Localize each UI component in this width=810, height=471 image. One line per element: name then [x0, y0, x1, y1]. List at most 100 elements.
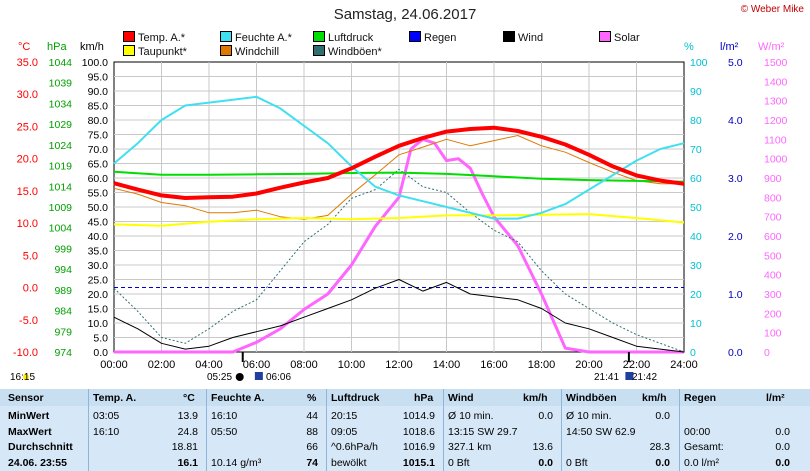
chart-title: Samstag, 24.06.2017 — [333, 6, 477, 23]
th-rain-unit: l/m² — [766, 392, 785, 404]
table-cell: bewölkt — [331, 456, 367, 469]
y-tick-label-press: 1019 — [49, 161, 73, 173]
axis-header-temp: °C — [18, 41, 31, 53]
table-cell: 0.0 — [538, 410, 553, 422]
table-cell: 327.1 km — [448, 441, 492, 453]
y-tick-label-wind: 95.0 — [88, 72, 109, 84]
table-cell: 74 — [306, 456, 318, 469]
moon-phase-icon — [254, 372, 263, 380]
legend-label: Feuchte A.* — [235, 32, 292, 44]
y-tick-label-press: 1024 — [49, 140, 73, 152]
series-line-wind — [113, 279, 685, 353]
y-tick-label-hum: 0 — [690, 347, 696, 359]
th-gusts-unit: km/h — [642, 392, 667, 404]
th-humidity: Feuchte A. — [211, 392, 265, 404]
table-row-label: MinWert — [8, 410, 50, 422]
table-cell: 28.3 — [649, 441, 670, 453]
y-tick-label-press: 999 — [54, 243, 72, 255]
table-cell: 66 — [306, 441, 318, 453]
y-tick-label-hum: 100 — [690, 57, 708, 69]
legend-label: Luftdruck — [328, 32, 374, 44]
moon-phase-icon — [625, 372, 634, 380]
table-cell: 13:15 SW 29.7 — [448, 425, 518, 438]
y-tick-label-solar: 1200 — [764, 115, 788, 127]
x-tick-label: 08:00 — [290, 359, 318, 371]
legend-wind: Wind — [503, 31, 543, 44]
y-tick-label-wind: 0.0 — [93, 347, 108, 359]
y-tick-label-solar: 700 — [764, 212, 782, 224]
copyright[interactable]: © Weber Mike — [740, 4, 804, 15]
th-temp: Temp. A. — [93, 392, 137, 404]
table-cell: 0.0 l/m² — [684, 456, 720, 469]
x-tick-label: 10:00 — [338, 359, 366, 371]
y-tick-label-wind: 45.0 — [88, 217, 109, 229]
y-tick-label-hum: 80 — [690, 115, 702, 127]
legend-gusts: Windböen* — [313, 45, 382, 58]
y-tick-label-rain: 5.0 — [728, 57, 743, 69]
col-divider — [443, 389, 444, 471]
table-cell: 0.0 — [775, 441, 790, 453]
y-tick-label-wind: 15.0 — [88, 304, 109, 316]
table-cell: 44 — [306, 410, 318, 422]
stats-table: Sensor Temp. A. °C Feuchte A. % Luftdruc… — [0, 389, 810, 471]
y-tick-label-solar: 1500 — [764, 57, 788, 69]
y-tick-label-rain: 2.0 — [728, 231, 743, 243]
th-rain: Regen — [684, 392, 717, 404]
moon-icon — [235, 373, 244, 381]
footer-time: 16:15 — [10, 372, 36, 383]
th-pressure-unit: hPa — [414, 392, 434, 404]
y-tick-label-hum: 30 — [690, 260, 702, 272]
x-tick-label: 00:00 — [100, 359, 128, 371]
y-tick-label-temp: 30.0 — [17, 89, 38, 101]
table-cell: 1014.9 — [402, 410, 435, 422]
th-pressure: Luftdruck — [331, 392, 380, 404]
table-cell: 16:10 — [93, 425, 120, 438]
y-tick-label-solar: 500 — [764, 250, 782, 262]
y-tick-label-solar: 800 — [764, 192, 782, 204]
col-divider — [679, 389, 680, 471]
y-tick-label-press: 984 — [54, 306, 72, 318]
legend-humidity: Feuchte A.* — [220, 31, 292, 44]
y-tick-label-solar: 1400 — [764, 76, 788, 88]
y-tick-label-solar: 100 — [764, 328, 782, 340]
axis-header-rain: l/m² — [720, 41, 739, 53]
table-cell: Gesamt: — [684, 441, 724, 453]
y-tick-label-press: 979 — [54, 326, 72, 338]
table-cell: 18.81 — [171, 441, 198, 453]
table-cell: 00:00 — [684, 425, 711, 438]
y-tick-label-press: 1034 — [49, 98, 73, 110]
y-tick-label-wind: 40.0 — [88, 231, 109, 243]
table-cell: 09:05 — [331, 425, 358, 438]
axis-header-solar: W/m² — [758, 41, 785, 53]
y-tick-label-hum: 60 — [690, 173, 702, 185]
y-tick-label-solar: 400 — [764, 270, 782, 282]
col-divider — [561, 389, 562, 471]
y-tick-label-press: 989 — [54, 285, 72, 297]
table-cell: 16:10 — [211, 410, 238, 422]
y-tick-label-press: 1004 — [49, 223, 73, 235]
axis-header-humidity: % — [684, 41, 694, 53]
legend-label: Taupunkt* — [138, 46, 187, 58]
moonrise-time: 06:06 — [266, 372, 292, 383]
table-cell: 13.9 — [177, 410, 198, 422]
th-humidity-unit: % — [307, 392, 317, 404]
chart-svg: 00:00 02:00 04:00 06:00 08:00 10:00 12:00 14:00… — [13, 57, 788, 381]
axis-header-pressure: hPa — [47, 41, 67, 53]
y-tick-label-hum: 40 — [690, 231, 702, 243]
table-cell: 0.0 — [775, 456, 790, 469]
y-tick-label-solar: 900 — [764, 173, 782, 185]
table-cell: 24.8 — [177, 425, 198, 438]
y-tick-label-wind: 90.0 — [88, 86, 109, 98]
y-tick-label-rain: 0.0 — [728, 347, 743, 359]
table-cell: 13.6 — [532, 441, 553, 453]
y-tick-label-press: 1039 — [49, 78, 73, 90]
y-tick-label-hum: 10 — [690, 318, 702, 330]
y-tick-label-temp: -10.0 — [13, 347, 38, 359]
y-tick-label-rain: 3.0 — [728, 173, 743, 185]
y-tick-label-solar: 1000 — [764, 154, 788, 166]
x-tick-label: 12:00 — [385, 359, 413, 371]
legend-rain: Regen — [409, 31, 456, 44]
series-line-windchill — [113, 135, 684, 220]
x-tick-label: 06:00 — [243, 359, 271, 371]
